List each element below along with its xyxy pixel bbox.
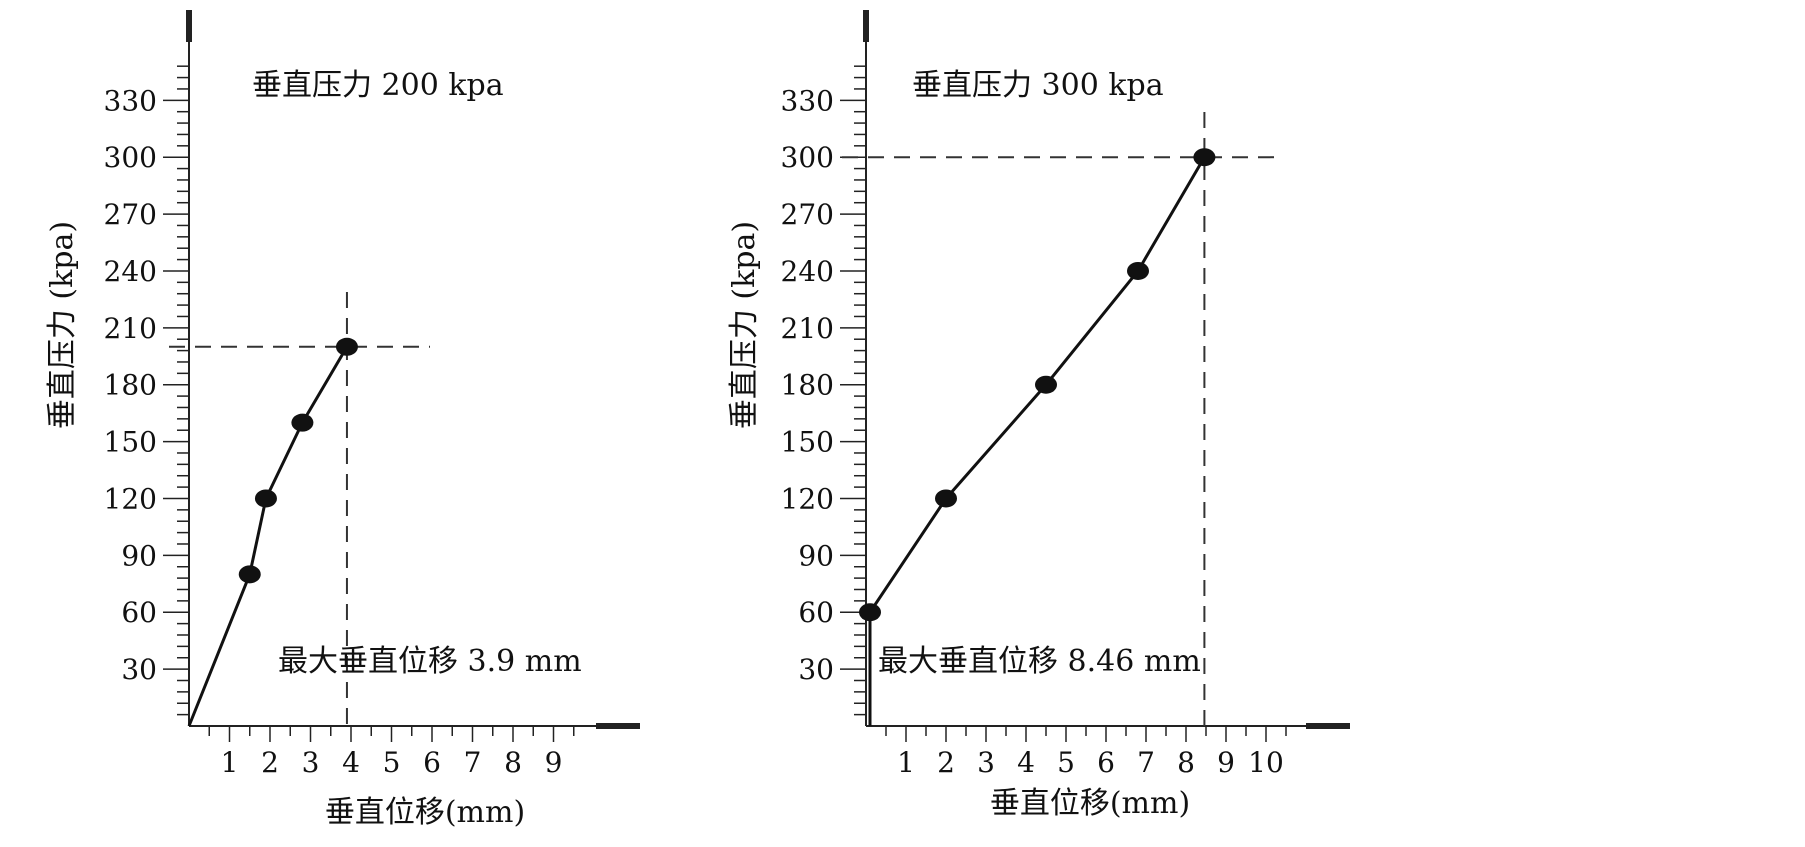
data-point <box>335 337 358 356</box>
y-tick-label: 300 <box>104 141 157 174</box>
x-tick-label: 1 <box>897 746 915 779</box>
x-tick-label: 9 <box>545 746 563 779</box>
x-axis-title: 垂直位移(mm) <box>990 786 1190 821</box>
x-tick-label: 5 <box>383 746 401 779</box>
x-tick-label: 9 <box>1217 746 1235 779</box>
y-axis-title: 垂直压力 (kpa) <box>45 221 80 429</box>
y-tick-label: 300 <box>781 141 834 174</box>
x-axis-arrow-head <box>1306 723 1350 729</box>
y-tick-label: 120 <box>104 482 157 515</box>
data-point <box>935 489 957 508</box>
x-tick-label: 1 <box>221 746 239 779</box>
x-tick-label: 3 <box>977 746 995 779</box>
x-tick-label: 2 <box>937 746 955 779</box>
chart-title: 垂直压力 300 kpa <box>912 68 1164 103</box>
data-point <box>1127 261 1149 280</box>
x-tick-label: 2 <box>261 746 279 779</box>
x-tick-label: 3 <box>302 746 320 779</box>
x-tick-label: 7 <box>1137 746 1155 779</box>
y-tick-label: 60 <box>121 596 157 629</box>
max-displacement-annotation: 最大垂直位移 3.9 mm <box>278 644 582 679</box>
y-tick-label: 180 <box>104 369 157 402</box>
data-point <box>1035 375 1057 394</box>
x-axis-arrow-head <box>596 723 640 729</box>
y-tick-label: 90 <box>121 539 157 572</box>
x-tick-label: 7 <box>464 746 482 779</box>
data-point <box>238 565 261 584</box>
data-point <box>859 603 881 622</box>
data-point <box>1193 148 1216 167</box>
chart-right: 30 60 90 120 150 180 210 240 270 300 330 1 2 3 4 5 6 7 8 9 1… <box>727 10 1350 821</box>
y-tick-label: 270 <box>104 198 157 231</box>
y-tick-label: 150 <box>104 426 157 459</box>
x-tick-label: 8 <box>1177 746 1195 779</box>
x-tick-label: 5 <box>1057 746 1075 779</box>
y-tick-label: 30 <box>121 653 157 686</box>
y-tick-label: 60 <box>798 596 834 629</box>
y-tick-label: 240 <box>104 255 157 288</box>
y-axis-arrow-head <box>186 10 192 42</box>
y-tick-label: 210 <box>781 312 834 345</box>
y-axis-arrow-head <box>863 10 869 42</box>
x-tick-label: 8 <box>504 746 522 779</box>
y-tick-label: 150 <box>781 426 834 459</box>
y-tick-label: 270 <box>781 198 834 231</box>
y-tick-label: 180 <box>781 369 834 402</box>
x-tick-label: 6 <box>1097 746 1115 779</box>
x-axis-title: 垂直位移(mm) <box>325 795 525 830</box>
y-tick-label: 330 <box>781 84 834 117</box>
y-axis-title: 垂直压力 (kpa) <box>727 221 762 429</box>
x-tick-label: 4 <box>1017 746 1035 779</box>
data-point <box>254 489 277 508</box>
y-tick-label: 30 <box>798 653 834 686</box>
max-displacement-annotation: 最大垂直位移 8.46 mm <box>878 644 1201 679</box>
data-point <box>291 413 314 432</box>
y-tick-label: 210 <box>104 312 157 345</box>
y-tick-label: 120 <box>781 482 834 515</box>
x-tick-label: 10 <box>1248 746 1284 779</box>
chart-title: 垂直压力 200 kpa <box>252 68 504 103</box>
y-tick-label: 240 <box>781 255 834 288</box>
x-tick-label: 6 <box>423 746 441 779</box>
y-tick-label: 90 <box>798 539 834 572</box>
series-line <box>868 156 1206 726</box>
x-tick-label: 4 <box>342 746 360 779</box>
y-tick-label: 330 <box>104 84 157 117</box>
